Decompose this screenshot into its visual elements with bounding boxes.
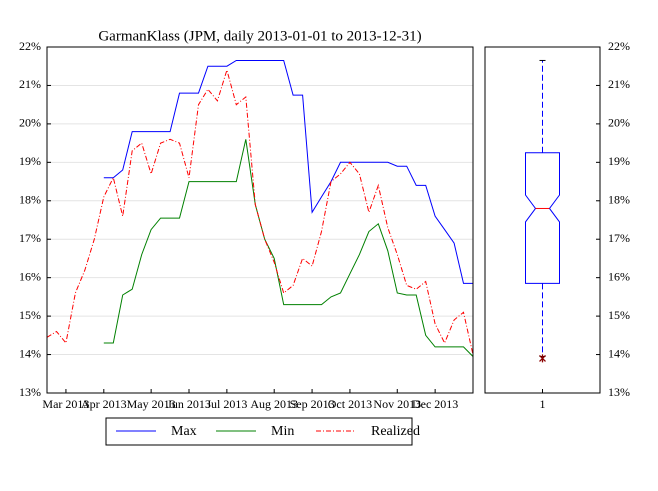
- y-tick-label: 15%: [19, 308, 41, 322]
- x-tick-label: May 2013: [127, 397, 176, 411]
- legend-box: [105, 417, 413, 446]
- x-tick-label: Oct 2013: [328, 397, 372, 411]
- y-tick-label: 22%: [608, 39, 630, 53]
- x-tick-label: Aug 2013: [250, 397, 298, 411]
- legend-text: Max: [171, 424, 197, 439]
- x-tick-label: 1: [540, 397, 546, 411]
- x-tick-label: Sep 2013: [290, 397, 335, 411]
- y-tick-label: 21%: [19, 77, 41, 91]
- y-tick-label: 20%: [608, 116, 630, 130]
- y-tick-label: 16%: [19, 269, 41, 283]
- y-tick-label: 16%: [608, 269, 630, 283]
- y-tick-label: 13%: [19, 385, 41, 399]
- y-tick-label: 17%: [608, 231, 630, 245]
- y-tick-label: 13%: [608, 385, 630, 399]
- series-line: [46, 68, 474, 355]
- flier: [539, 354, 546, 363]
- chart-title: GarmanKlass (JPM, daily 2013-01-01 to 20…: [98, 28, 421, 44]
- series-line: [103, 139, 474, 357]
- y-tick-label: 19%: [608, 154, 630, 168]
- x-tick-label: Jun 2013: [167, 397, 211, 411]
- y-tick-label: 20%: [19, 116, 41, 130]
- y-tick-label: 19%: [19, 154, 41, 168]
- series-line: [103, 60, 473, 284]
- legend-text: Min: [271, 424, 294, 439]
- x-tick-label: Nov 2013: [373, 397, 421, 411]
- y-tick-label: 22%: [19, 39, 41, 53]
- y-tick-label: 18%: [19, 193, 41, 207]
- legend-text: Realized: [371, 424, 420, 439]
- plot-frame: [484, 46, 601, 394]
- y-tick-label: 17%: [19, 231, 41, 245]
- plot-frame: [46, 46, 474, 394]
- x-tick-label: Dec 2013: [412, 397, 458, 411]
- y-tick-label: 14%: [608, 346, 630, 360]
- y-tick-label: 14%: [19, 346, 41, 360]
- x-tick-label: Apr 2013: [81, 397, 127, 411]
- y-tick-label: 15%: [608, 308, 630, 322]
- box: [525, 152, 560, 284]
- x-tick-label: Jul 2013: [206, 397, 247, 411]
- x-tick-label: Mar 2013: [42, 397, 89, 411]
- y-tick-label: 21%: [608, 77, 630, 91]
- y-tick-label: 18%: [608, 193, 630, 207]
